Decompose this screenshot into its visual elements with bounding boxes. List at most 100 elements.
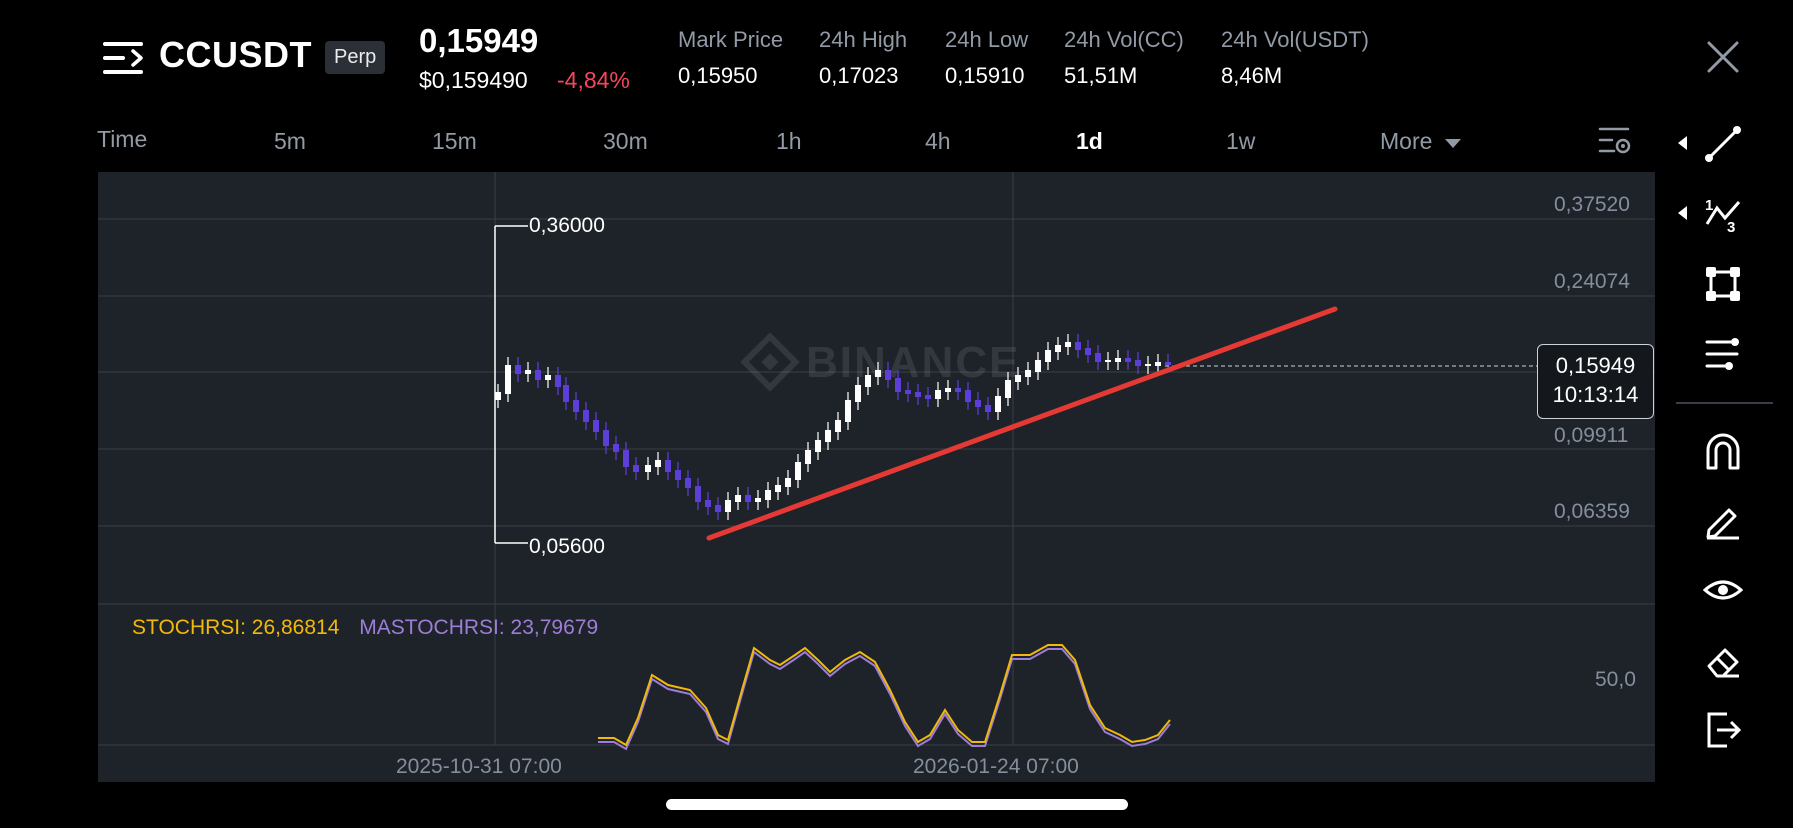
svg-text:3: 3 (1727, 219, 1735, 234)
eraser-icon[interactable] (1703, 640, 1743, 680)
candle (1105, 360, 1111, 362)
candlestick-series (495, 334, 1537, 520)
price-change-percent: -4,84% (557, 67, 630, 93)
trendline-icon[interactable] (1703, 124, 1743, 164)
usd-price: $0,159490 (419, 67, 528, 93)
trendline-drawing (706, 306, 1338, 541)
range-bracket (494, 225, 528, 544)
candle (755, 498, 761, 502)
expand-arrow-icon[interactable] (1678, 206, 1687, 220)
oscillator-legend: STOCHRSI: 26,86814 MASTOCHRSI: 23,79679 (132, 616, 598, 640)
candle (1135, 360, 1141, 366)
candle (925, 395, 931, 399)
candle (573, 400, 579, 412)
stochrsi-oscillator (598, 644, 1171, 751)
candle (795, 462, 801, 480)
y-tick: 0,09911 (1554, 424, 1629, 447)
candle (1075, 342, 1081, 350)
indicator-settings-icon[interactable] (1703, 334, 1743, 374)
candle (1115, 358, 1121, 362)
exit-icon[interactable] (1703, 710, 1743, 750)
tab-30m[interactable]: 30m (603, 128, 648, 154)
candle (1125, 358, 1131, 362)
watermark-text: BINANCE (806, 338, 1020, 387)
candle (675, 470, 681, 480)
candle (555, 375, 561, 387)
candle (1165, 362, 1171, 365)
time-label: Time (97, 126, 148, 152)
high-24h-value: 0,17023 (819, 63, 899, 88)
more-dropdown[interactable]: More (1380, 128, 1461, 155)
expand-arrow-icon[interactable] (1678, 136, 1687, 150)
candle (1085, 348, 1091, 355)
vol-cc-value: 51,51M (1064, 63, 1138, 88)
mastochrsi-line (598, 648, 1171, 751)
symbol-name[interactable]: CCUSDT (159, 34, 312, 75)
vol-cc-label: 24h Vol(CC) (1064, 27, 1184, 52)
candle (875, 370, 881, 377)
close-icon[interactable] (1706, 40, 1740, 74)
eye-icon[interactable] (1703, 570, 1743, 610)
grid-lines (98, 172, 1655, 746)
candle (955, 388, 961, 392)
candle (535, 370, 541, 380)
candle (715, 505, 721, 512)
candle (1155, 362, 1161, 366)
tab-4h[interactable]: 4h (925, 128, 951, 154)
candle (583, 410, 589, 422)
candle (613, 444, 619, 452)
low-24h-value: 0,15910 (945, 63, 1025, 88)
candle (1025, 370, 1031, 377)
candle (1045, 350, 1051, 362)
y-tick: 0,06359 (1554, 500, 1630, 523)
candle (865, 375, 871, 387)
candle (845, 400, 851, 422)
tab-15m[interactable]: 15m (432, 128, 477, 154)
menu-icon[interactable] (103, 40, 145, 76)
stochrsi-label: STOCHRSI: 26,86814 (132, 616, 340, 639)
candle (805, 450, 811, 464)
more-label: More (1380, 128, 1433, 154)
last-price: 0,15949 (419, 22, 539, 59)
caret-down-icon (1444, 138, 1461, 148)
mastochrsi-label: MASTOCHRSI: 23,79679 (359, 616, 599, 639)
magnet-icon[interactable] (1703, 430, 1743, 470)
y-tick: 0,24074 (1554, 270, 1630, 293)
candle (935, 390, 941, 399)
candle (735, 495, 741, 502)
contract-type-badge: Perp (325, 41, 386, 74)
pencil-icon[interactable] (1703, 500, 1743, 540)
fibonacci-icon[interactable]: 1 3 (1703, 194, 1743, 234)
tab-1w[interactable]: 1w (1226, 128, 1256, 154)
candle (915, 392, 921, 397)
low-24h-label: 24h Low (945, 27, 1029, 52)
osc-y-tick: 50,0 (1595, 668, 1636, 691)
candle (525, 370, 531, 374)
candle (1055, 345, 1061, 352)
x-tick: 2025-10-31 07:00 (396, 755, 562, 778)
low-marker-label: 0,05600 (529, 535, 605, 558)
candle (765, 490, 771, 500)
toolbar-divider (1676, 402, 1773, 404)
current-price-tag: 0,15949 10:13:14 (1537, 344, 1654, 419)
candle (695, 486, 701, 502)
tab-1d[interactable]: 1d (1076, 128, 1103, 154)
candle (593, 420, 599, 432)
candle (685, 478, 691, 488)
candle (745, 495, 751, 502)
tab-5m[interactable]: 5m (274, 128, 306, 154)
candle (885, 370, 891, 380)
home-indicator (666, 799, 1128, 810)
tab-1h[interactable]: 1h (776, 128, 802, 154)
candle (495, 392, 501, 400)
candle (563, 385, 569, 402)
candle (785, 478, 791, 487)
candle (545, 375, 551, 380)
chart-settings-icon[interactable] (1598, 126, 1634, 156)
candle (1095, 353, 1101, 362)
candle (655, 460, 661, 467)
shape-icon[interactable] (1703, 264, 1743, 304)
candle (505, 365, 511, 394)
candle (895, 378, 901, 392)
